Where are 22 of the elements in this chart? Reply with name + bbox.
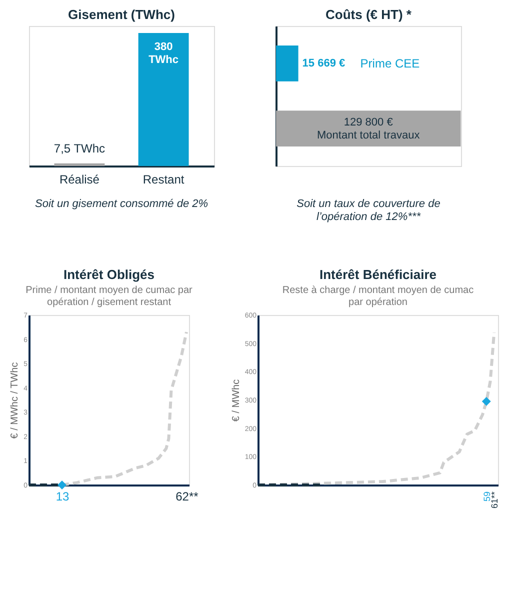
chart-title: Intérêt Obligés: [63, 267, 155, 282]
y-axis-title: € / MWhc / TWhc: [10, 362, 21, 439]
data-label: 380 TWhc: [148, 41, 179, 66]
chart-title: Gisement (TWhc): [68, 7, 175, 22]
chart-title: Intérêt Bénéficiaire: [319, 267, 437, 282]
x-tick-label: 59: [482, 492, 492, 502]
y-tick-label: Montant total travaux: [316, 130, 420, 142]
y-tick-label: Prime CEE: [360, 56, 420, 70]
data-label: 15 669 €: [302, 57, 346, 70]
data-label: 129 800 €: [344, 116, 393, 129]
text: Soit un gisement consommé de 2%: [34, 198, 208, 210]
y-axis-title: € / MWhc: [230, 379, 242, 422]
chart-subtitle: Reste à charge / montant moyen de cumac par opération: [282, 285, 474, 308]
chart-subtitle: Prime / montant moyen de cumac par opération / gisement restant: [26, 285, 194, 308]
data-label: 7,5 TWhc: [54, 141, 106, 156]
x-tick-label: 61**: [490, 491, 500, 509]
chart-title: Coûts (€ HT) *: [326, 7, 412, 22]
text: Soit un taux de couverture de l’opération de 12%***: [296, 198, 440, 223]
x-tick-label: Restant: [142, 172, 185, 186]
x-tick-label: 62**: [176, 490, 199, 504]
x-tick-label: Réalisé: [59, 172, 100, 186]
x-tick-label: 13: [56, 490, 70, 504]
